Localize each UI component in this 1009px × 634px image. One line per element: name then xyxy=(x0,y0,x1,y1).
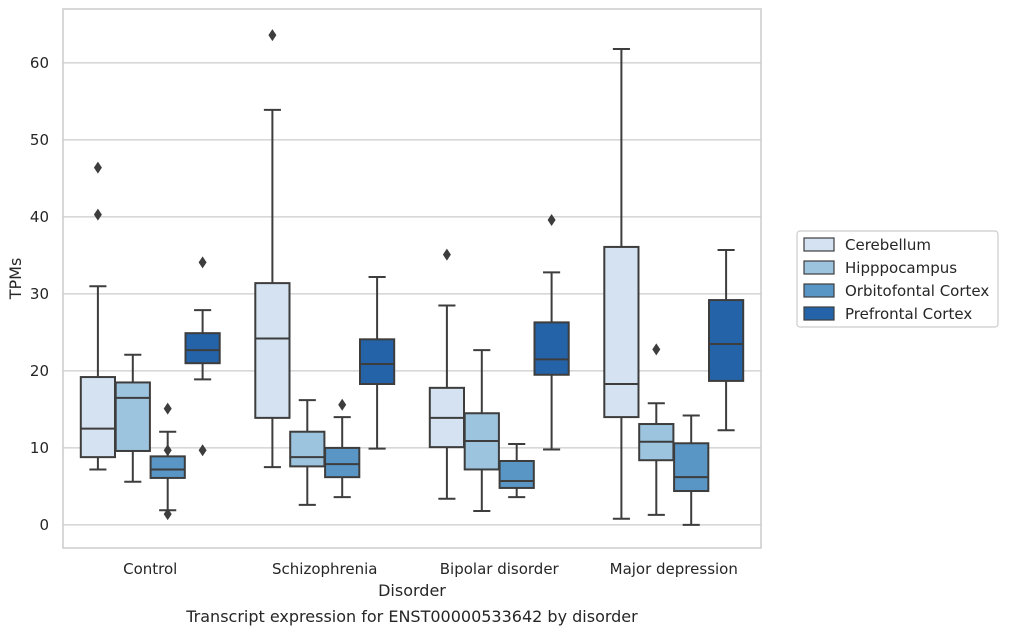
x-tick-label: Major depression xyxy=(610,560,738,578)
outlier-point xyxy=(93,161,102,174)
box-1-2 xyxy=(463,349,500,513)
legend-label: Orbitofontal Cortex xyxy=(845,282,989,300)
box-iqr xyxy=(289,430,326,468)
outlier-point xyxy=(198,444,207,457)
box-1-0 xyxy=(114,353,151,483)
legend: Cerebellum Hipppocampus Orbitofontal Corte… xyxy=(796,230,999,328)
box-2-2 xyxy=(498,443,535,499)
outlier-point xyxy=(163,508,172,521)
box-0-1 xyxy=(254,29,291,469)
y-tick-label: 40 xyxy=(30,208,49,226)
chart-title: Transcript expression for ENST0000053364… xyxy=(185,607,638,626)
legend-swatch xyxy=(803,260,835,275)
legend-label: Hipppocampus xyxy=(845,259,957,277)
y-tick-label: 0 xyxy=(39,516,49,534)
box-1-3 xyxy=(638,343,675,516)
x-tick-label: Control xyxy=(123,560,177,578)
box-iqr xyxy=(603,245,640,419)
y-tick-label: 60 xyxy=(30,54,49,72)
box-iqr xyxy=(707,299,745,382)
box-2-3 xyxy=(673,414,710,526)
axis-layer: 0 10 20 30 40 50 60 Control Schizophrenia Bipolar… xyxy=(6,8,762,626)
outlier-point xyxy=(442,248,451,261)
box-iqr xyxy=(254,282,291,419)
outlier-point xyxy=(93,208,102,221)
legend-label: Prefrontal Cortex xyxy=(845,305,972,323)
outlier-point xyxy=(268,29,277,42)
legend-frame xyxy=(796,230,999,328)
box-iqr xyxy=(358,338,396,385)
y-tick-label: 30 xyxy=(30,285,49,303)
legend-swatch xyxy=(803,283,835,298)
outlier-point xyxy=(198,256,207,269)
outlier-point xyxy=(547,213,556,226)
box-iqr xyxy=(673,442,710,493)
box-iqr xyxy=(324,446,361,479)
box-2-1 xyxy=(324,398,361,499)
box-3-1 xyxy=(358,275,396,450)
legend-swatch xyxy=(803,306,835,321)
outlier-point xyxy=(338,398,347,411)
box-iqr xyxy=(79,376,117,459)
x-tick-label: Schizophrenia xyxy=(272,560,377,578)
box-3-3 xyxy=(707,249,745,432)
box-iqr xyxy=(533,321,570,376)
box-0-0 xyxy=(79,161,117,471)
marks-layer xyxy=(79,29,745,526)
y-tick-label: 10 xyxy=(30,439,49,457)
box-3-0 xyxy=(184,256,221,457)
x-axis-label: Disorder xyxy=(378,581,446,600)
box-2-0 xyxy=(149,402,186,521)
box-3-2 xyxy=(533,213,570,451)
plot-frame xyxy=(62,8,762,549)
box-iqr xyxy=(149,455,186,479)
box-iqr xyxy=(498,459,535,489)
grid-layer xyxy=(63,62,761,526)
legend-swatch xyxy=(803,237,835,252)
outlier-point xyxy=(652,343,661,356)
box-1-1 xyxy=(289,399,326,506)
y-tick-label: 50 xyxy=(30,131,49,149)
outlier-point xyxy=(163,444,172,457)
box-0-3 xyxy=(603,48,640,520)
outlier-point xyxy=(163,402,172,415)
legend-label: Cerebellum xyxy=(845,236,931,254)
box-iqr xyxy=(114,381,151,452)
box-0-2 xyxy=(428,248,466,500)
y-axis-label: TPMs xyxy=(6,258,25,301)
y-tick-label: 20 xyxy=(30,362,49,380)
box-iqr xyxy=(184,332,221,365)
x-tick-label: Bipolar disorder xyxy=(440,560,560,578)
